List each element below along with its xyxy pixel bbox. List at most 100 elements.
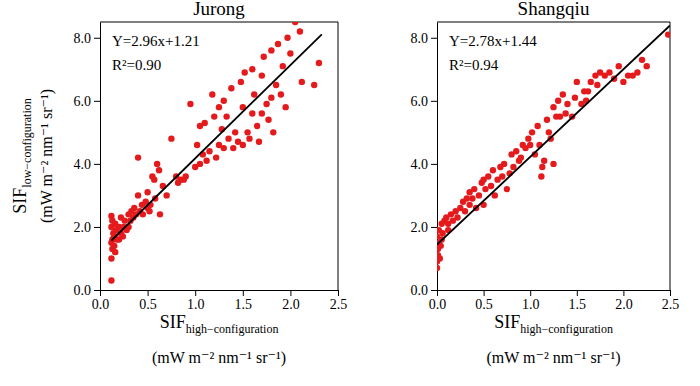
point <box>562 110 568 116</box>
point <box>216 104 222 110</box>
y-axis: 0.02.04.06.08.0 <box>411 23 438 298</box>
x-tick: 2.5 <box>330 290 348 312</box>
y-tick: 2.0 <box>74 220 101 235</box>
fit-line <box>111 34 321 240</box>
point <box>246 135 252 141</box>
point <box>504 186 510 192</box>
point <box>112 249 118 255</box>
x-axis-line <box>101 290 339 291</box>
point <box>244 129 250 135</box>
y-tick-mark <box>94 101 100 102</box>
point <box>261 53 267 59</box>
frame-top <box>437 22 670 23</box>
point <box>228 85 234 91</box>
y-tick-mark <box>94 227 100 228</box>
y-tick-mark <box>431 290 437 291</box>
point <box>620 79 626 85</box>
x-tick: 2.0 <box>615 290 633 312</box>
title: Jurong <box>193 0 245 19</box>
x-label-subscript: high−configuration <box>520 322 613 336</box>
x-tick-mark <box>437 290 438 296</box>
x-tick-label: 2.0 <box>282 297 300 312</box>
point <box>265 117 271 123</box>
y-tick: 4.0 <box>411 157 438 172</box>
point <box>249 66 255 72</box>
annotation: Y=2.96x+1.21 <box>112 33 200 49</box>
point <box>499 173 505 179</box>
point <box>527 142 533 148</box>
point <box>278 91 284 97</box>
point <box>268 94 274 100</box>
point <box>259 110 265 116</box>
point <box>268 47 274 53</box>
point <box>211 113 217 119</box>
x-axis-line <box>438 290 671 291</box>
x-tick-mark <box>148 290 149 296</box>
x-label-text: SIFhigh−configuration <box>494 312 613 336</box>
x-tick-mark <box>100 290 101 296</box>
y-tick-label: 0.0 <box>411 283 429 298</box>
point <box>560 91 566 97</box>
point <box>437 255 443 261</box>
fit-line <box>437 25 670 244</box>
point <box>284 35 290 41</box>
point <box>572 94 578 100</box>
plot-area <box>437 25 670 271</box>
point <box>254 123 260 129</box>
y-axis-line <box>100 23 101 291</box>
point <box>187 101 193 107</box>
point <box>555 98 561 104</box>
point <box>168 135 174 141</box>
y-tick: 0.0 <box>74 283 101 298</box>
point <box>439 230 445 236</box>
x-tick-mark <box>623 290 624 296</box>
y-tick-mark <box>431 164 437 165</box>
point <box>606 69 612 75</box>
y-tick-label: 6.0 <box>411 94 429 109</box>
x-tick: 1.5 <box>235 290 253 312</box>
point <box>466 202 472 208</box>
point <box>240 142 246 148</box>
point <box>464 195 470 201</box>
point <box>469 195 475 201</box>
point <box>544 117 550 123</box>
x-label-unit: (mW m⁻² nm⁻¹ sr⁻¹) <box>486 349 620 367</box>
y-tick-label: 8.0 <box>74 31 92 46</box>
point <box>539 164 545 170</box>
x-tick-label: 2.0 <box>615 297 633 312</box>
annotation: R²=0.90 <box>112 57 161 73</box>
point <box>232 129 238 135</box>
x-tick-label: 2.5 <box>330 297 348 312</box>
x-tick-label: 0.0 <box>92 297 110 312</box>
point <box>225 135 231 141</box>
point <box>221 98 227 104</box>
x-label-main: SIF <box>160 312 186 332</box>
point <box>135 154 141 160</box>
y-axis: 0.02.04.06.08.0 <box>74 23 101 298</box>
x-tick-mark <box>670 290 671 296</box>
point <box>541 158 547 164</box>
x-tick: 0.5 <box>139 290 157 312</box>
y-tick-mark <box>431 101 437 102</box>
y-tick: 2.0 <box>411 220 438 235</box>
point <box>108 255 114 261</box>
x-tick-mark <box>290 290 291 296</box>
point <box>644 63 650 69</box>
point <box>182 173 188 179</box>
y-tick: 6.0 <box>411 94 438 109</box>
chart-canvas: 0.00.51.01.52.02.50.02.04.06.08.0JurongY… <box>0 0 700 386</box>
y-label-main: SIF <box>10 188 30 214</box>
plot-area <box>108 22 322 284</box>
x-tick: 0.0 <box>92 290 110 312</box>
x-tick-mark <box>530 290 531 296</box>
point <box>454 214 460 220</box>
point <box>135 192 141 198</box>
x-tick: 0.5 <box>475 290 493 312</box>
point <box>550 161 556 167</box>
y-tick-label: 4.0 <box>74 157 92 172</box>
point <box>534 123 540 129</box>
y-label: SIFlow−configuration(mW m⁻² nm⁻¹ sr⁻¹) <box>10 89 56 223</box>
y-tick: 8.0 <box>74 31 101 46</box>
point <box>564 101 570 107</box>
point <box>518 154 524 160</box>
